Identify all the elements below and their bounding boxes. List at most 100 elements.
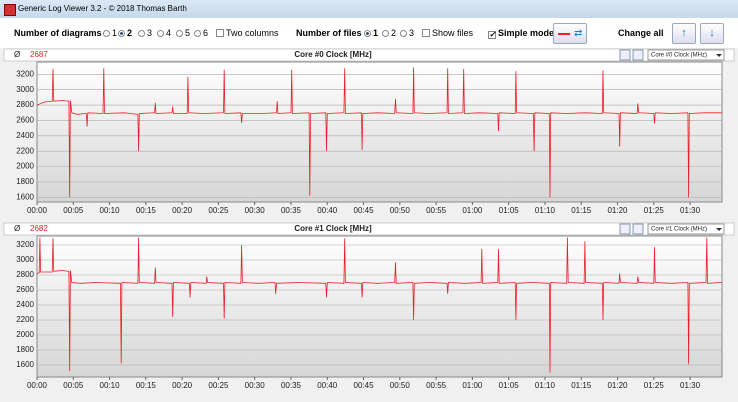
y-tick-label: 2600 <box>16 116 34 125</box>
checkbox-label: Simple mode <box>498 28 555 38</box>
toolbar: Number of diagrams 1 2 3 4 5 6 Two colum… <box>0 18 738 48</box>
radio-label: 1 <box>112 28 118 38</box>
radio-label: 3 <box>409 28 415 38</box>
x-tick-label: 00:50 <box>390 381 411 390</box>
title-bar: Generic Log Viewer 3.2 - © 2018 Thomas B… <box>0 0 738 18</box>
x-tick-label: 00:15 <box>136 381 157 390</box>
radio[interactable]: 2 <box>382 28 396 38</box>
sort-button[interactable] <box>632 223 644 235</box>
files-label: Number of files <box>296 28 362 38</box>
chart-header <box>3 48 735 62</box>
color-button[interactable]: ⇄ <box>553 23 587 44</box>
x-tick-label: 00:55 <box>426 206 447 215</box>
series-dropdown[interactable] <box>647 223 725 235</box>
y-tick-label: 1800 <box>16 345 34 354</box>
y-tick-label: 3200 <box>16 240 34 249</box>
diagrams-label: Number of diagrams <box>14 28 102 38</box>
change-all-label: Change all <box>618 28 664 38</box>
x-tick-label: 00:00 <box>27 381 48 390</box>
data-line <box>36 237 723 373</box>
y-tick-label: 1800 <box>16 177 34 186</box>
x-tick-label: 00:10 <box>100 206 121 215</box>
radio[interactable]: 3 <box>138 28 152 38</box>
radio[interactable]: 5 <box>176 28 190 38</box>
x-tick-label: 01:20 <box>607 206 628 215</box>
y-tick-label: 2400 <box>16 131 34 140</box>
average-symbol: Ø <box>14 224 20 233</box>
series-dropdown[interactable] <box>647 49 725 61</box>
plot-area <box>36 61 723 203</box>
checkbox[interactable]: ✓ Simple mode <box>488 28 555 39</box>
data-line <box>36 67 722 198</box>
x-tick-label: 00:05 <box>63 206 84 215</box>
x-tick-label: 00:25 <box>208 381 229 390</box>
dropdown-arrow <box>716 54 722 57</box>
x-tick-label: 00:45 <box>354 206 375 215</box>
x-tick-label: 00:10 <box>100 381 121 390</box>
x-tick-label: 01:10 <box>535 381 556 390</box>
y-tick-label: 2000 <box>16 330 34 339</box>
x-tick-label: 01:10 <box>535 206 556 215</box>
chart-header <box>3 222 735 236</box>
x-tick-label: 00:35 <box>281 381 302 390</box>
plot-area <box>36 235 723 378</box>
x-tick-label: 01:00 <box>462 206 483 215</box>
radio-label: 3 <box>147 28 153 38</box>
y-tick-label: 3000 <box>16 255 34 264</box>
x-tick-label: 00:00 <box>27 206 48 215</box>
checkbox-label: Show files <box>432 28 474 38</box>
checkbox[interactable]: Two columns <box>216 28 279 38</box>
checkbox[interactable]: Show files <box>422 28 473 38</box>
y-tick-label: 1600 <box>16 360 34 369</box>
x-tick-label: 00:15 <box>136 206 157 215</box>
radio-label: 1 <box>373 28 379 38</box>
radio[interactable]: 2 <box>118 28 132 38</box>
dropdown-text: Core #0 Clock (MHz) <box>651 53 707 59</box>
y-tick-label: 2800 <box>16 270 34 279</box>
x-tick-label: 00:25 <box>208 206 229 215</box>
x-tick-label: 00:05 <box>63 381 84 390</box>
x-tick-label: 01:20 <box>607 381 628 390</box>
y-tick-label: 3000 <box>16 85 34 94</box>
up-button[interactable]: ↑ <box>672 23 696 44</box>
x-tick-label: 00:50 <box>390 206 411 215</box>
x-tick-label: 00:30 <box>245 381 266 390</box>
x-tick-label: 01:30 <box>680 206 701 215</box>
radio[interactable]: 1 <box>364 28 378 38</box>
x-tick-label: 00:30 <box>245 206 266 215</box>
radio-label: 5 <box>185 28 191 38</box>
checkbox-label: Two columns <box>226 28 279 38</box>
chart-title: Core #0 Clock [MHz] <box>294 50 372 59</box>
radio[interactable]: 3 <box>400 28 414 38</box>
x-tick-label: 00:20 <box>172 206 193 215</box>
x-tick-label: 00:40 <box>317 381 338 390</box>
x-tick-label: 00:20 <box>172 381 193 390</box>
app-icon <box>4 4 16 16</box>
x-tick-label: 01:15 <box>571 381 592 390</box>
radio-label: 6 <box>203 28 209 38</box>
x-tick-label: 01:05 <box>499 381 520 390</box>
x-tick-label: 01:25 <box>644 381 665 390</box>
x-tick-label: 00:45 <box>354 381 375 390</box>
down-button[interactable]: ↓ <box>700 23 724 44</box>
x-tick-label: 01:25 <box>644 206 665 215</box>
x-tick-label: 01:30 <box>680 381 701 390</box>
y-tick-label: 2200 <box>16 146 34 155</box>
radio[interactable]: 1 <box>103 28 117 38</box>
dropdown-arrow <box>716 228 722 231</box>
radio[interactable]: 4 <box>157 28 171 38</box>
radio-label: 4 <box>166 28 172 38</box>
sort-button[interactable] <box>619 223 631 235</box>
x-tick-label: 00:40 <box>317 206 338 215</box>
y-tick-label: 2000 <box>16 162 34 171</box>
y-tick-label: 2800 <box>16 100 34 109</box>
sort-button[interactable] <box>632 49 644 61</box>
dropdown-text: Core #1 Clock (MHz) <box>651 227 707 233</box>
x-tick-label: 00:55 <box>426 381 447 390</box>
y-tick-label: 2200 <box>16 315 34 324</box>
charts: 1600 1800 2000 2200 2400 2600 2800 3000 3200 00:0… <box>3 48 735 390</box>
radio[interactable]: 6 <box>194 28 208 38</box>
y-tick-label: 1600 <box>16 192 34 201</box>
sort-button[interactable] <box>619 49 631 61</box>
